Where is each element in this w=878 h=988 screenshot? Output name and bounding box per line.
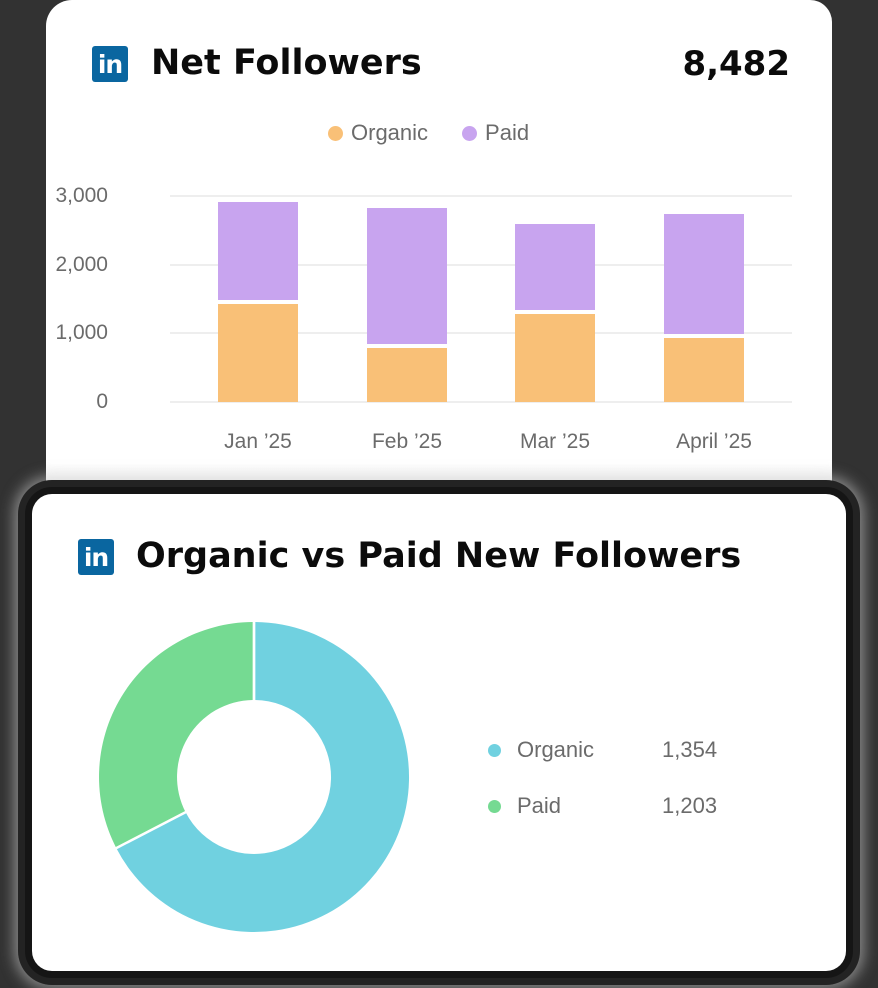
net-followers-card: in Net Followers 8,482 Organic Paid 3,00… xyxy=(46,0,832,500)
bar-paid[interactable] xyxy=(515,224,595,310)
bar-paid[interactable] xyxy=(664,214,744,334)
legend-value: 1,354 xyxy=(662,737,718,762)
legend-label: Organic xyxy=(351,120,429,145)
donut-chart xyxy=(99,621,410,932)
organic-dot-icon xyxy=(328,125,343,141)
bar-paid[interactable] xyxy=(218,202,298,300)
paid-dot-icon xyxy=(462,125,478,141)
bar-organic[interactable] xyxy=(664,338,744,402)
bar-organic[interactable] xyxy=(367,348,447,402)
y-tick: 2,000 xyxy=(55,253,108,276)
legend-item-paid[interactable]: Paid xyxy=(462,120,529,146)
gridline xyxy=(170,401,792,403)
linkedin-icon: in xyxy=(78,539,114,575)
x-tick: Jan ’25 xyxy=(224,430,292,453)
legend-item-organic[interactable]: Organic xyxy=(328,120,428,146)
segment-divider xyxy=(114,810,187,850)
legend-row-paid[interactable]: Paid 1,203 xyxy=(488,793,717,819)
bar-organic[interactable] xyxy=(515,314,595,402)
y-tick: 1,000 xyxy=(55,321,108,344)
legend-label: Organic xyxy=(517,737,595,762)
gridline xyxy=(170,332,792,334)
x-tick: Mar ’25 xyxy=(519,430,591,453)
card-title: Net Followers xyxy=(151,43,422,83)
bar-organic[interactable] xyxy=(218,304,298,402)
donut-segment-organic[interactable] xyxy=(116,622,410,932)
linkedin-icon: in xyxy=(92,46,128,82)
legend-label: Paid xyxy=(517,793,562,818)
card-title: Organic vs Paid New Followers xyxy=(136,536,742,576)
x-tick: Feb ’25 xyxy=(371,430,443,453)
paid-dot-icon xyxy=(488,799,501,813)
y-tick: 3,000 xyxy=(55,184,108,207)
organic-dot-icon xyxy=(488,743,501,757)
bar-paid[interactable] xyxy=(367,208,447,344)
legend-value: 1,203 xyxy=(662,793,718,818)
y-tick: 0 xyxy=(96,390,108,413)
donut-segment-paid[interactable] xyxy=(99,622,253,849)
organic-vs-paid-card: in Organic vs Paid New Followers Organic… xyxy=(32,494,846,971)
chart-legend: Organic Paid xyxy=(328,120,529,146)
legend-label: Paid xyxy=(485,120,530,145)
gridline xyxy=(170,195,792,197)
legend-row-organic[interactable]: Organic 1,354 xyxy=(488,737,717,763)
net-followers-total: 8,482 xyxy=(682,44,790,84)
gridline xyxy=(170,264,792,266)
x-tick: April ’25 xyxy=(676,430,752,453)
